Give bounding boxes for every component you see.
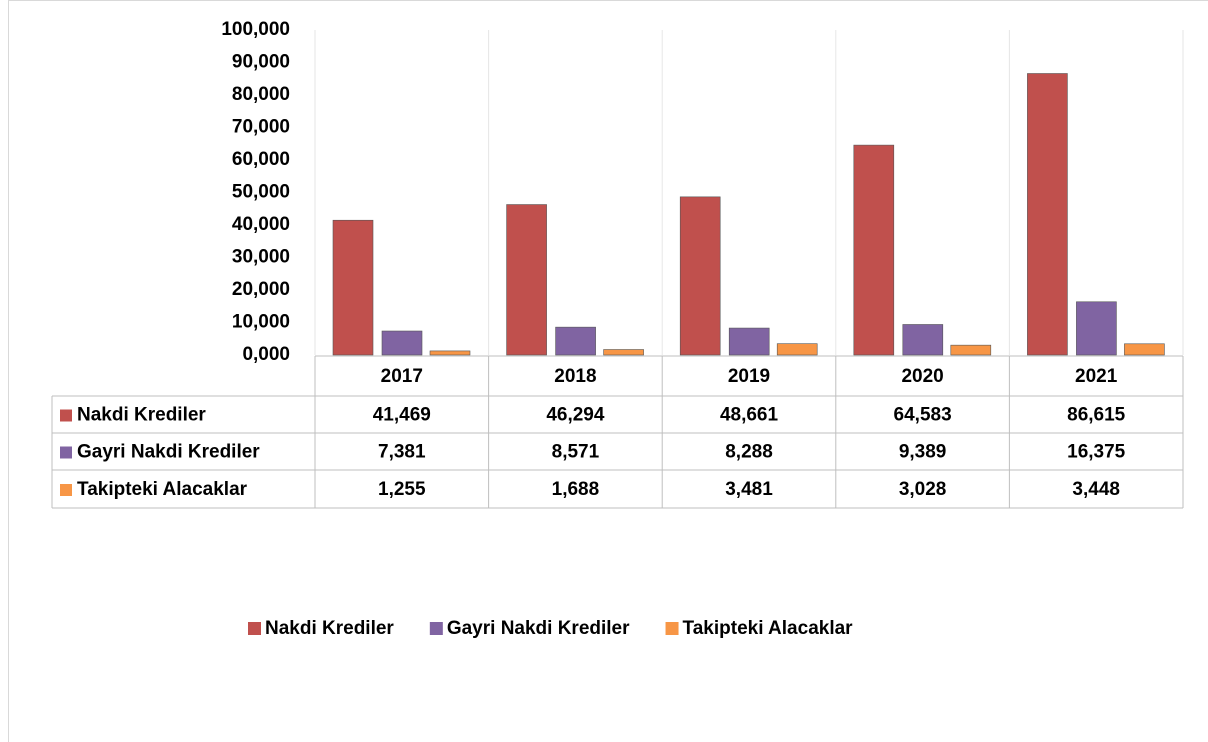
legend-swatch	[60, 484, 72, 496]
x-tick-label: 2018	[554, 366, 596, 387]
bar	[1076, 301, 1117, 356]
chart-frame	[8, 0, 1208, 742]
legend-swatch	[248, 622, 261, 635]
bar	[950, 344, 992, 356]
data-label: 3,481	[725, 479, 773, 500]
y-tick-label: 0,000	[242, 344, 290, 365]
bar	[555, 326, 596, 356]
y-tick-label: 90,000	[232, 52, 290, 73]
data-label: 86,615	[1067, 405, 1126, 426]
legend-label: Nakdi Krediler	[265, 618, 394, 639]
y-tick-label: 60,000	[232, 149, 290, 170]
y-tick-label: 20,000	[232, 279, 290, 300]
bar	[853, 144, 895, 356]
x-tick-label: 2019	[728, 366, 770, 387]
legend-swatch	[60, 409, 72, 422]
data-label: 48,661	[720, 405, 779, 426]
y-tick-label: 100,000	[221, 19, 290, 40]
legend-swatch	[60, 446, 72, 459]
bar	[381, 330, 423, 356]
y-tick-label: 50,000	[232, 182, 290, 203]
table-row-label: Takipteki Alacaklar	[77, 479, 248, 500]
x-tick-label: 2021	[1075, 366, 1118, 387]
data-label: 8,571	[552, 442, 600, 463]
data-label: 8,288	[725, 442, 773, 463]
bar	[1124, 343, 1165, 356]
y-tick-label: 80,000	[232, 84, 290, 105]
data-label: 3,448	[1072, 479, 1120, 500]
data-label: 7,381	[378, 442, 426, 463]
bar	[1027, 73, 1068, 356]
bar	[506, 204, 547, 356]
data-label: 3,028	[899, 479, 947, 500]
data-label: 9,389	[899, 442, 947, 463]
y-tick-label: 70,000	[232, 117, 290, 138]
bar	[332, 219, 374, 356]
table-row-label: Gayri Nakdi Krediler	[77, 442, 260, 463]
bar	[728, 327, 770, 356]
bar	[429, 350, 471, 356]
y-tick-label: 10,000	[232, 312, 290, 333]
bar	[776, 343, 818, 356]
y-tick-label: 40,000	[232, 214, 290, 235]
bar	[679, 196, 721, 356]
legend-label: Takipteki Alacaklar	[683, 618, 854, 639]
y-tick-label: 30,000	[232, 247, 290, 268]
legend-swatch	[429, 622, 443, 635]
legend-swatch	[665, 622, 679, 635]
bar	[902, 324, 944, 356]
data-label: 64,583	[894, 405, 952, 426]
x-tick-label: 2020	[901, 366, 943, 387]
x-tick-label: 2017	[381, 366, 423, 387]
table-row-label: Nakdi Krediler	[77, 405, 206, 426]
data-label: 41,469	[373, 405, 431, 426]
data-label: 16,375	[1067, 442, 1126, 463]
data-label: 1,255	[378, 479, 426, 500]
data-label: 46,294	[546, 405, 605, 426]
bar	[603, 349, 644, 356]
data-label: 1,688	[552, 479, 600, 500]
legend-label: Gayri Nakdi Krediler	[447, 618, 630, 639]
